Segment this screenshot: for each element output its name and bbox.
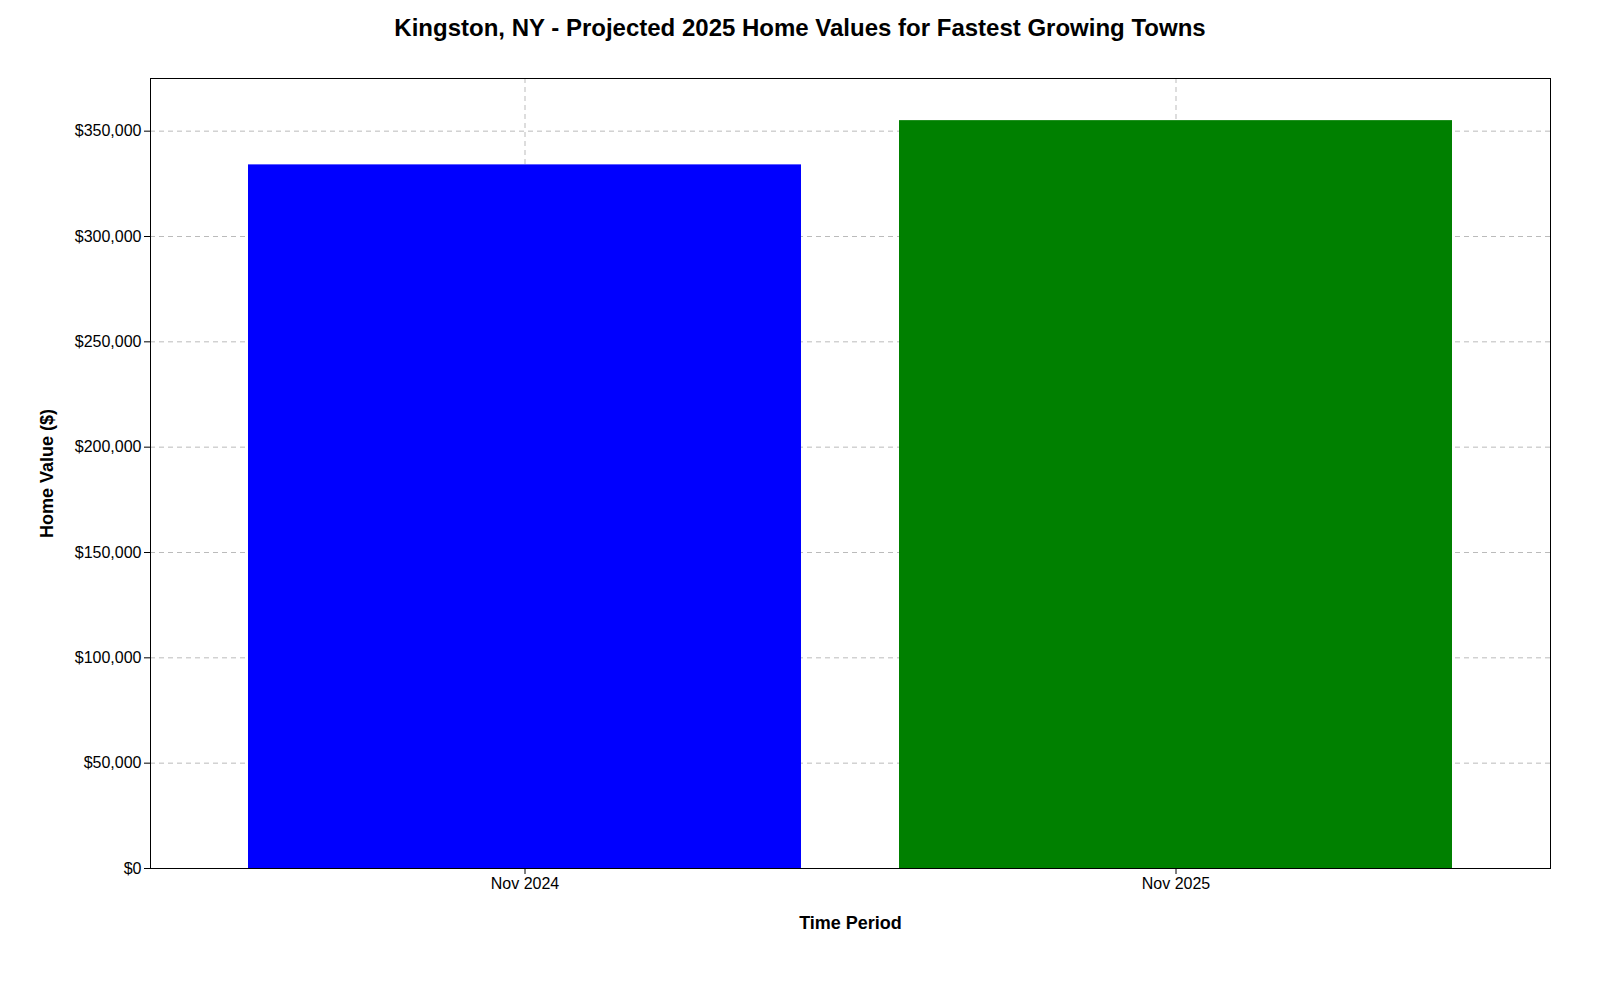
svg-text:$150,000: $150,000 bbox=[75, 544, 142, 561]
svg-text:$100,000: $100,000 bbox=[75, 649, 142, 666]
svg-text:Time Period: Time Period bbox=[799, 913, 902, 933]
svg-text:$0: $0 bbox=[124, 860, 142, 877]
svg-text:Nov 2024: Nov 2024 bbox=[491, 875, 560, 892]
svg-text:$250,000: $250,000 bbox=[75, 333, 142, 350]
svg-text:$200,000: $200,000 bbox=[75, 438, 142, 455]
svg-text:Nov 2025: Nov 2025 bbox=[1142, 875, 1211, 892]
svg-text:$50,000: $50,000 bbox=[84, 754, 142, 771]
svg-text:Home Value ($): Home Value ($) bbox=[37, 409, 57, 538]
html-text:Kingston, NY - Projected 2025: Kingston, NY - Projected 2025 Home Value… bbox=[394, 14, 1206, 41]
svg-text:$350,000: $350,000 bbox=[75, 122, 142, 139]
svg-text:$300,000: $300,000 bbox=[75, 228, 142, 245]
